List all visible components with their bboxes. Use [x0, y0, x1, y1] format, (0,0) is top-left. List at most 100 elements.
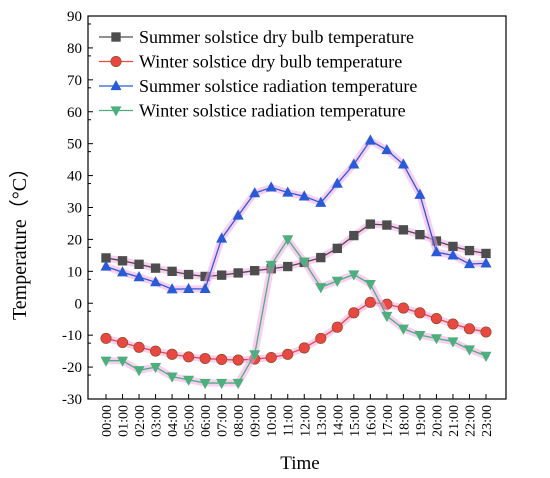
data-point — [133, 271, 145, 282]
data-point — [282, 235, 294, 246]
x-tick-label: 02:00 — [133, 405, 148, 437]
x-axis: 00:00 01:00 02:00 03:00 04:00 05:00 06:00 07:00… — [100, 394, 495, 437]
y-axis-label: Temperature（°C） — [8, 158, 31, 320]
legend-label: Summer solstice dry bulb temperature — [139, 27, 414, 47]
data-point — [117, 256, 128, 266]
data-point — [447, 318, 459, 330]
data-point — [282, 348, 294, 360]
data-point — [481, 248, 491, 259]
data-point — [150, 263, 161, 273]
data-point — [430, 246, 442, 257]
data-point — [167, 266, 177, 277]
y-tick-label: 90 — [67, 9, 82, 25]
series-layer — [100, 134, 492, 390]
legend-marker — [111, 32, 121, 42]
x-tick-label: 23:00 — [480, 405, 495, 437]
data-point — [364, 296, 376, 308]
data-point — [150, 362, 162, 374]
legend-label: Summer solstice radiation temperature — [139, 76, 417, 96]
x-tick-label: 07:00 — [216, 405, 231, 437]
data-point — [398, 225, 409, 235]
data-point — [463, 257, 475, 269]
data-point — [265, 260, 277, 271]
data-point — [348, 307, 360, 319]
y-tick-label: 70 — [67, 73, 82, 89]
x-tick-label: 01:00 — [117, 405, 132, 437]
data-point — [315, 196, 327, 207]
data-point — [448, 241, 458, 252]
legend-label: Winter solstice dry bulb temperature — [139, 52, 402, 72]
data-point — [332, 243, 342, 254]
data-point — [464, 245, 475, 256]
x-tick-label: 16:00 — [364, 405, 379, 437]
data-point — [463, 323, 476, 335]
y-tick-label: 50 — [67, 137, 82, 153]
data-point — [100, 356, 112, 367]
series-3 — [100, 134, 492, 294]
data-point — [414, 188, 426, 199]
data-point — [183, 269, 194, 280]
x-tick-label: 08:00 — [232, 405, 247, 437]
data-point — [199, 378, 211, 390]
x-tick-label: 06:00 — [199, 405, 214, 437]
data-point — [414, 307, 426, 319]
data-point — [415, 229, 425, 240]
data-point — [298, 190, 310, 201]
data-point — [166, 348, 178, 360]
data-point — [200, 271, 210, 282]
data-point — [364, 134, 376, 145]
x-tick-label: 21:00 — [447, 405, 462, 437]
series-line — [105, 139, 487, 290]
data-point — [480, 257, 492, 268]
data-point — [430, 313, 442, 325]
data-point — [316, 252, 326, 263]
legend-marker — [110, 55, 122, 68]
x-tick-label: 05:00 — [183, 405, 198, 437]
legend-item: Summer solstice radiation temperature — [99, 76, 417, 96]
data-point — [265, 181, 277, 192]
y-tick-label: -10 — [62, 328, 82, 344]
data-point — [364, 279, 376, 291]
data-point — [233, 268, 243, 278]
y-tick-label: -30 — [62, 392, 82, 408]
data-point — [282, 186, 294, 197]
x-tick-label: 20:00 — [430, 405, 445, 437]
x-tick-label: 09:00 — [249, 405, 264, 437]
data-point — [250, 266, 260, 276]
x-tick-label: 19:00 — [414, 405, 429, 437]
data-point — [232, 209, 244, 220]
data-point — [199, 282, 211, 294]
data-point — [150, 276, 162, 287]
data-point — [480, 351, 492, 362]
data-point — [249, 350, 261, 361]
data-point — [116, 336, 129, 349]
data-point — [101, 253, 111, 263]
data-point — [216, 378, 228, 390]
data-point — [447, 249, 459, 260]
data-point — [100, 260, 112, 271]
data-point — [298, 257, 310, 268]
x-tick-label: 12:00 — [298, 405, 313, 437]
data-point — [331, 276, 343, 287]
data-point — [382, 220, 392, 230]
data-point — [298, 342, 310, 354]
legend-item: Summer solstice dry bulb temperature — [99, 27, 414, 47]
x-tick-label: 10:00 — [265, 405, 280, 437]
data-point — [183, 375, 195, 386]
data-point — [166, 283, 178, 294]
data-point — [183, 282, 195, 294]
data-point — [381, 311, 393, 323]
data-point — [414, 331, 426, 342]
legend-item: Winter solstice dry bulb temperature — [99, 52, 402, 72]
legend-marker — [110, 106, 122, 117]
legend: Summer solstice dry bulb temperature Wint… — [99, 27, 417, 121]
legend-label: Winter solstice radiation temperature — [139, 101, 406, 121]
x-axis-label: Time — [280, 453, 319, 474]
y-tick-label: 0 — [75, 296, 83, 312]
data-point — [216, 232, 228, 243]
legend-item: Winter solstice radiation temperature — [99, 101, 406, 121]
data-point — [463, 345, 475, 356]
x-tick-label: 04:00 — [166, 405, 181, 437]
x-tick-label: 22:00 — [463, 405, 478, 437]
